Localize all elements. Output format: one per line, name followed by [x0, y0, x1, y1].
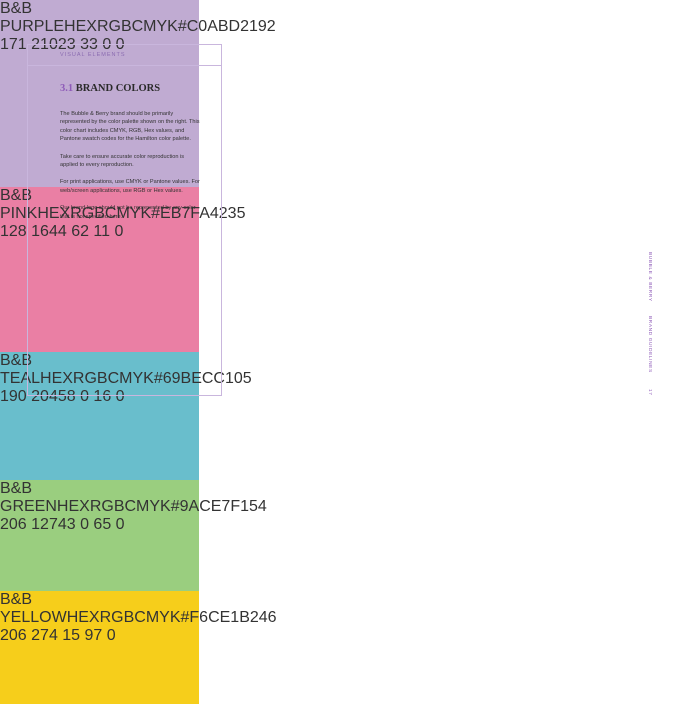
color-swatch: B&B GREENHEXRGBCMYK#9ACE7F154 206 12743 …	[0, 480, 267, 591]
paragraph: For print applications, use CMYK or Pant…	[60, 179, 200, 194]
page: VISUAL ELEMENTS 3.1 BRAND COLORS The Bub…	[0, 0, 652, 704]
section-label: VISUAL ELEMENTS	[28, 45, 221, 66]
swatch-label: RGB	[89, 498, 125, 515]
swatch-label: CMYK	[134, 609, 181, 626]
swatch-label: RGB	[99, 609, 135, 626]
swatch-value: 4 15 97 0	[48, 627, 116, 644]
page-number: 17	[647, 389, 652, 396]
sidebar-guide: BRAND GUIDELINES	[647, 316, 652, 373]
swatch-label: RGB	[72, 370, 108, 387]
swatch-value: 235 128 164	[0, 205, 246, 240]
swatch-value: #69BECC	[153, 370, 225, 387]
swatch-label: HEX	[56, 498, 90, 515]
swatch-value: #C0ABD2	[177, 18, 249, 35]
color-swatch: B&B YELLOWHEXRGBCMYK#F6CE1B246 206 274 1…	[0, 591, 277, 704]
text-panel: VISUAL ELEMENTS 3.1 BRAND COLORS The Bub…	[27, 44, 222, 396]
title: 3.1 BRAND COLORS	[60, 83, 221, 94]
swatch-label: RGB	[96, 18, 132, 35]
swatch-value: 4 62 11 0	[57, 223, 124, 240]
paragraph: Take care to ensure accurate color repro…	[60, 153, 185, 169]
swatch-value: #F6CE1B	[180, 609, 250, 626]
sidebar-brand: BUBBLE & BERRY	[647, 252, 652, 302]
color-swatch: B&B PURPLEHEXRGBCMYK#C0ABD2192 171 21023…	[0, 0, 276, 187]
title-text: BRAND COLORS	[75, 83, 161, 94]
swatch-label: CMYK	[107, 370, 154, 387]
swatch-label: RGB	[70, 205, 105, 222]
swatch-value: 43 0 65 0	[57, 516, 125, 533]
swatch-name: B&B GREEN	[0, 480, 57, 515]
swatch-label: HEX	[37, 205, 71, 222]
swatch-label: HEX	[64, 18, 97, 35]
swatch-value: 58 0 16 0	[57, 388, 125, 405]
swatch-label: HEX	[66, 609, 100, 626]
swatch-value: #EB7FA4	[151, 205, 219, 222]
color-swatch: B&B PINKHEXRGBCMYK#EB7FA4235 128 1644 62…	[0, 187, 245, 352]
swatch-name: B&B TEAL	[0, 352, 41, 387]
swatch-name: B&B YELLOW	[0, 591, 67, 626]
swatch-value: #9ACE7F	[170, 498, 241, 515]
paragraph: The Bubble & Berry brand should be prima…	[60, 111, 200, 143]
swatch-name: B&B PINK	[0, 187, 38, 222]
swatch-label: CMYK	[131, 18, 178, 35]
paragraph: Our brand logo should not be represented…	[60, 205, 196, 220]
body: The Bubble & Berry brand should be prima…	[60, 110, 200, 221]
swatch-label: CMYK	[124, 498, 171, 515]
swatch-name: B&B PURPLE	[0, 0, 65, 35]
swatch-label: HEX	[40, 370, 73, 387]
swatch-label: CMYK	[104, 205, 152, 222]
swatch-value: 105 190 204	[0, 370, 252, 405]
title-number: 3.1	[60, 83, 74, 94]
